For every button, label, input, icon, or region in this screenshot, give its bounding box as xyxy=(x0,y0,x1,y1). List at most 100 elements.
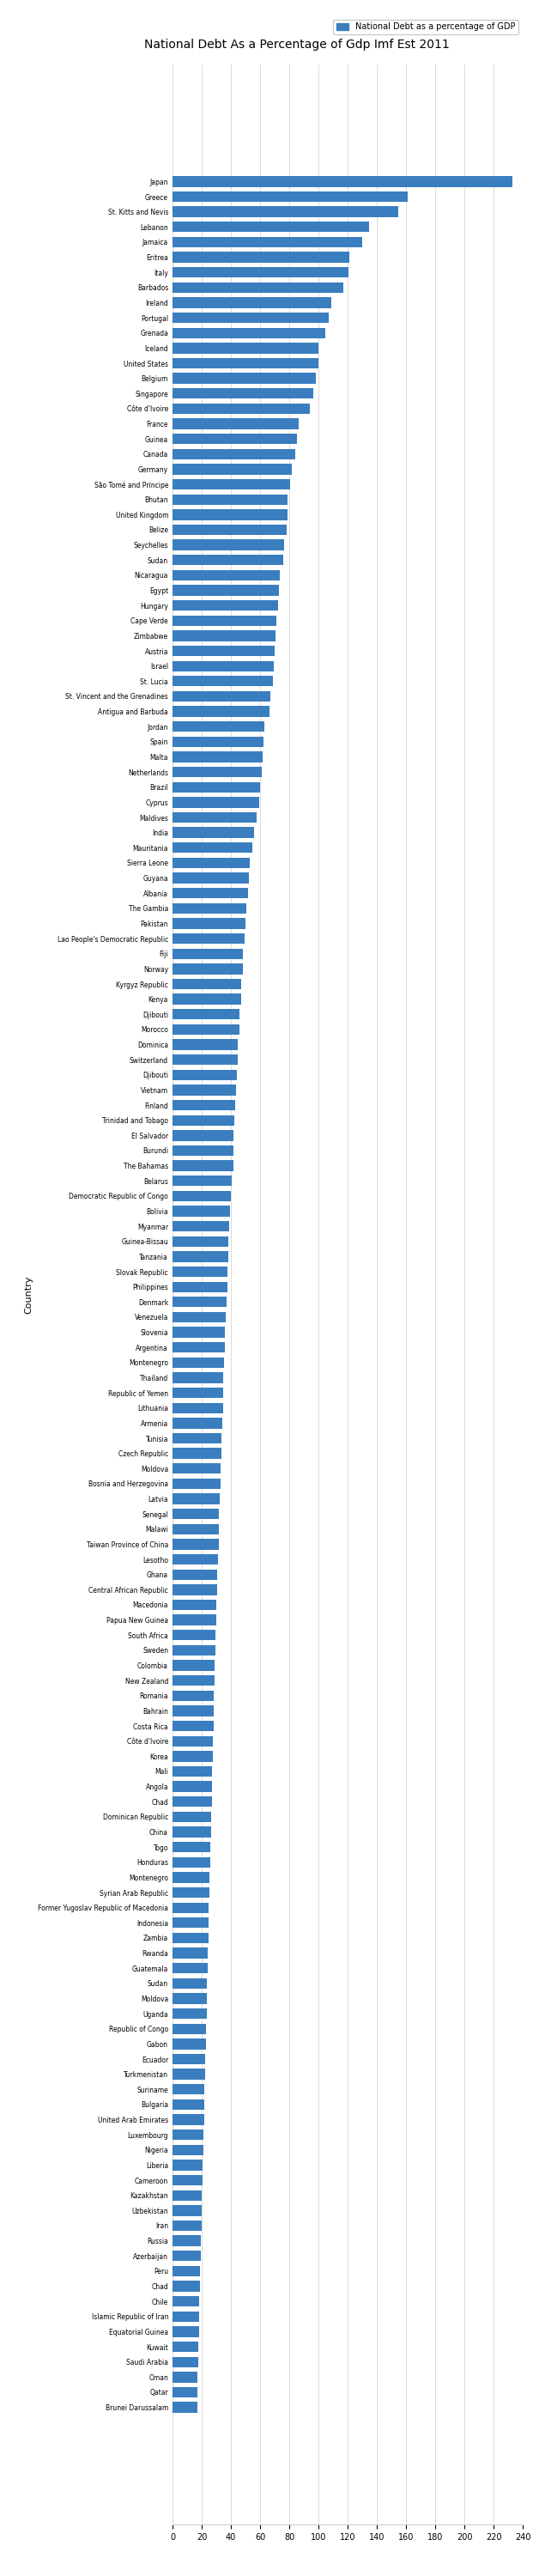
Bar xyxy=(172,2053,205,2063)
Bar xyxy=(172,268,349,278)
Bar xyxy=(172,2084,205,2094)
Y-axis label: Country: Country xyxy=(24,1275,33,1314)
Bar xyxy=(172,1479,220,1489)
Bar xyxy=(172,2146,203,2156)
Bar xyxy=(172,1054,238,1064)
Bar xyxy=(172,296,331,309)
Bar xyxy=(172,858,250,868)
Bar xyxy=(172,374,316,384)
Bar xyxy=(172,2190,202,2200)
Bar xyxy=(172,1826,211,1837)
Bar xyxy=(172,1752,212,1762)
Bar xyxy=(172,2401,197,2414)
Bar xyxy=(172,2205,202,2215)
Text: National Debt As a Percentage of Gdp Imf Est 2011: National Debt As a Percentage of Gdp Imf… xyxy=(144,39,449,52)
Bar xyxy=(172,1069,237,1079)
Bar xyxy=(172,2038,206,2050)
Bar xyxy=(172,1932,208,1942)
Bar xyxy=(172,2221,202,2231)
Bar xyxy=(172,1842,210,1852)
Bar xyxy=(172,283,344,294)
Bar xyxy=(172,1417,222,1430)
Bar xyxy=(172,479,290,489)
Bar xyxy=(172,796,259,809)
Bar xyxy=(172,616,276,626)
Bar xyxy=(172,917,246,930)
Bar xyxy=(172,1190,231,1200)
Bar xyxy=(172,1994,207,2004)
Bar xyxy=(172,631,275,641)
Bar xyxy=(172,312,328,322)
Bar xyxy=(172,2295,199,2306)
Bar xyxy=(172,1131,234,1141)
Bar xyxy=(172,389,313,399)
Bar xyxy=(172,933,245,943)
Bar xyxy=(172,2099,204,2110)
Bar xyxy=(172,206,399,216)
Bar xyxy=(172,2326,199,2336)
Bar xyxy=(172,404,310,415)
Bar xyxy=(172,1388,223,1399)
Bar xyxy=(172,417,298,430)
Bar xyxy=(172,1584,217,1595)
Bar xyxy=(172,690,271,701)
Bar xyxy=(172,1795,212,1806)
Bar xyxy=(172,2388,197,2398)
Bar xyxy=(172,1510,219,1520)
Bar xyxy=(172,2069,205,2079)
Bar xyxy=(172,752,262,762)
Bar xyxy=(172,1569,217,1579)
Bar xyxy=(172,2009,206,2020)
Bar xyxy=(172,1494,220,1504)
Bar xyxy=(172,2115,204,2125)
Bar xyxy=(172,1538,218,1551)
Bar xyxy=(172,1600,216,1610)
Bar xyxy=(172,448,295,459)
Bar xyxy=(172,1025,239,1036)
Bar xyxy=(172,252,350,263)
Bar xyxy=(172,1010,240,1020)
Bar xyxy=(172,1327,225,1337)
Bar xyxy=(172,1267,227,1278)
Bar xyxy=(172,647,274,657)
Bar xyxy=(172,1690,214,1700)
Bar xyxy=(172,1206,230,1216)
Bar xyxy=(172,783,260,793)
Bar xyxy=(172,554,284,564)
Bar xyxy=(172,979,241,989)
Bar xyxy=(172,1115,234,1126)
Bar xyxy=(172,1705,214,1716)
Bar xyxy=(172,510,288,520)
Bar xyxy=(172,1780,212,1793)
Bar xyxy=(172,1236,229,1247)
Bar xyxy=(172,1721,213,1731)
Bar xyxy=(172,1631,216,1641)
Bar xyxy=(172,569,280,580)
Bar xyxy=(172,1175,232,1185)
Bar xyxy=(172,842,252,853)
Bar xyxy=(172,538,284,551)
Bar xyxy=(172,1811,211,1821)
Bar xyxy=(172,827,254,837)
Bar xyxy=(172,2311,199,2321)
Bar xyxy=(172,1873,210,1883)
Bar xyxy=(172,737,263,747)
Bar xyxy=(172,2342,198,2352)
Bar xyxy=(172,1767,212,1777)
Bar xyxy=(172,994,241,1005)
Bar xyxy=(172,1252,228,1262)
Bar xyxy=(172,1084,236,1095)
Bar xyxy=(172,2130,204,2141)
Bar xyxy=(172,1963,208,1973)
Bar xyxy=(172,1311,226,1321)
Bar xyxy=(172,343,319,353)
Bar xyxy=(172,2372,198,2383)
Bar xyxy=(172,1373,224,1383)
Bar xyxy=(172,873,249,884)
Bar xyxy=(172,904,247,914)
Bar xyxy=(172,585,279,595)
Bar xyxy=(172,675,273,685)
Bar xyxy=(172,1674,215,1685)
Bar xyxy=(172,495,288,505)
Bar xyxy=(172,2357,198,2367)
